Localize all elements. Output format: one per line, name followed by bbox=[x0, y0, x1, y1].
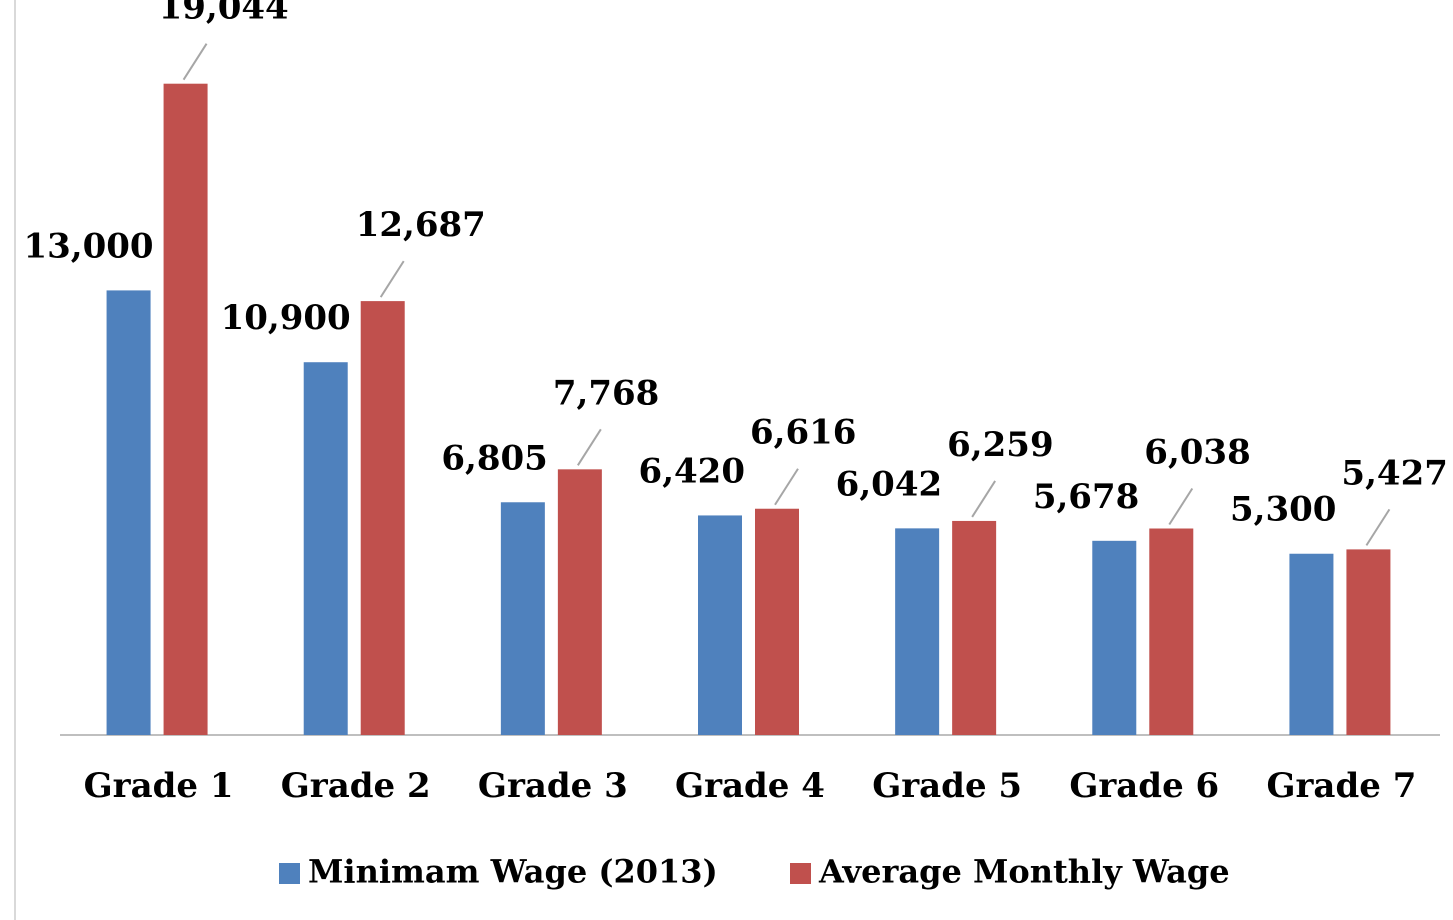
x-tick-label: Grade 4 bbox=[675, 766, 825, 806]
leader-line bbox=[1365, 508, 1391, 546]
data-label: 6,038 bbox=[1144, 433, 1250, 473]
data-label: 6,259 bbox=[947, 425, 1053, 465]
data-label: 5,678 bbox=[1033, 477, 1139, 517]
bar bbox=[1346, 549, 1391, 735]
legend-swatch bbox=[279, 863, 300, 884]
bar bbox=[895, 528, 940, 735]
bar bbox=[303, 362, 348, 735]
x-tick-label: Grade 7 bbox=[1266, 766, 1416, 806]
bar bbox=[698, 515, 742, 735]
x-tick-label: Grade 6 bbox=[1069, 766, 1219, 806]
legend-label: Average Monthly Wage bbox=[818, 853, 1230, 891]
bar bbox=[500, 502, 545, 735]
bar bbox=[1092, 540, 1137, 735]
data-label: 13,000 bbox=[23, 226, 153, 266]
leader-line bbox=[1168, 487, 1194, 526]
data-label: 19,044 bbox=[159, 0, 289, 28]
leader-line bbox=[971, 480, 996, 518]
data-label: 5,300 bbox=[1230, 490, 1336, 530]
data-label: 10,900 bbox=[221, 298, 351, 338]
leader-line bbox=[577, 428, 602, 466]
bar bbox=[360, 301, 405, 735]
x-tick-label: Grade 1 bbox=[84, 766, 234, 806]
x-tick-label: Grade 3 bbox=[478, 766, 628, 806]
bar bbox=[163, 83, 208, 736]
x-tick-label: Grade 2 bbox=[281, 766, 431, 806]
bar bbox=[557, 469, 602, 735]
data-label: 6,420 bbox=[639, 451, 745, 491]
data-label: 12,687 bbox=[356, 205, 486, 245]
data-label: 5,427 bbox=[1341, 453, 1447, 493]
data-label: 6,042 bbox=[836, 464, 942, 504]
bar bbox=[1289, 553, 1334, 735]
legend-swatch bbox=[790, 863, 811, 884]
leader-line bbox=[379, 260, 405, 298]
x-tick-label: Grade 5 bbox=[872, 766, 1022, 806]
bar bbox=[106, 290, 151, 735]
data-label: 6,616 bbox=[750, 413, 856, 453]
bar bbox=[952, 520, 997, 735]
leader-line bbox=[774, 468, 799, 506]
legend-label: Minimam Wage (2013) bbox=[308, 853, 718, 891]
data-label: 7,768 bbox=[553, 373, 659, 413]
data-label: 6,805 bbox=[441, 438, 547, 478]
bar bbox=[755, 508, 799, 735]
leader-line bbox=[182, 43, 208, 81]
bar bbox=[1149, 528, 1194, 735]
